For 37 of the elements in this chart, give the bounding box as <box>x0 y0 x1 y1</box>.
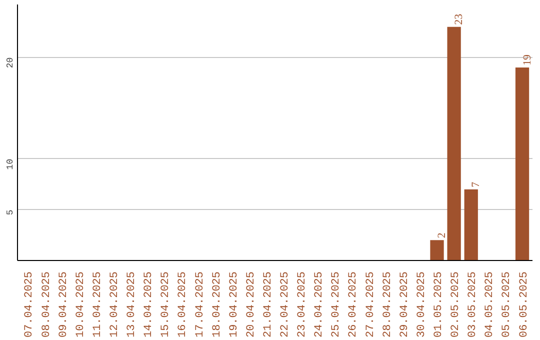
x-tick-label: 05.05.2025 <box>501 271 514 338</box>
x-tick-label: 02.05.2025 <box>450 271 462 338</box>
x-tick-label: 09.04.2025 <box>58 271 70 338</box>
x-tick-label: 13.04.2025 <box>126 271 138 338</box>
x-tick-label: 17.04.2025 <box>194 271 206 338</box>
y-tick-label: 10 <box>6 158 16 170</box>
x-tick-label: 04.05.2025 <box>484 271 496 338</box>
x-tick-label: 27.04.2025 <box>364 271 377 338</box>
y-tick-label: 5 <box>6 210 16 216</box>
x-tick-label: 08.04.2025 <box>40 271 53 338</box>
x-tick-label: 23.04.2025 <box>296 271 309 338</box>
x-tick-label: 15.04.2025 <box>160 271 172 338</box>
x-tick-label: 07.04.2025 <box>24 271 36 338</box>
x-tick-label: 21.04.2025 <box>262 271 274 338</box>
x-tick-label: 16.04.2025 <box>177 271 190 338</box>
x-tick-label: 19.04.2025 <box>228 271 240 338</box>
x-tick-label: 03.05.2025 <box>467 271 480 338</box>
data-label: 2 <box>436 232 448 238</box>
x-tick-label: 24.04.2025 <box>314 271 326 338</box>
data-label: 23 <box>453 13 466 25</box>
x-tick-label: 06.05.2025 <box>518 271 530 338</box>
x-tick-label: 01.05.2025 <box>433 271 446 338</box>
x-tick-label: 14.04.2025 <box>143 271 156 338</box>
x-tick-label: 18.04.2025 <box>211 271 224 338</box>
x-tick-label: 28.04.2025 <box>382 271 394 338</box>
x-tick-label: 12.04.2025 <box>108 271 121 338</box>
x-tick-label: 11.04.2025 <box>92 271 104 338</box>
x-tick-label: 29.04.2025 <box>398 271 411 338</box>
y-tick-label: 20 <box>6 57 16 68</box>
data-label: 7 <box>470 181 482 188</box>
x-tick-label: 22.04.2025 <box>280 271 292 338</box>
x-tick-label: 26.04.2025 <box>348 271 360 338</box>
x-tick-label: 10.04.2025 <box>74 271 87 338</box>
x-tick-label: 30.04.2025 <box>416 271 428 338</box>
data-label: 19 <box>521 54 534 66</box>
x-tick-label: 25.04.2025 <box>330 271 343 338</box>
x-tick-label: 20.04.2025 <box>245 271 258 338</box>
